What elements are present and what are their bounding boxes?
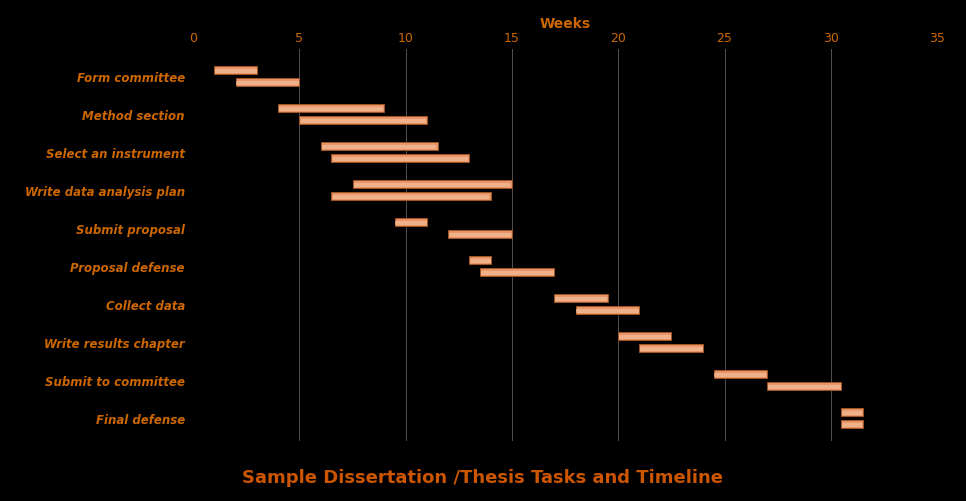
- Bar: [214, 67, 257, 75]
- Bar: [619, 335, 670, 340]
- Text: Sample Dissertation /Thesis Tasks and Timeline: Sample Dissertation /Thesis Tasks and Ti…: [242, 468, 724, 486]
- Bar: [841, 411, 863, 415]
- Bar: [355, 183, 510, 188]
- Bar: [331, 192, 491, 201]
- X-axis label: Weeks: Weeks: [540, 17, 590, 31]
- Bar: [554, 294, 608, 303]
- Bar: [768, 385, 840, 390]
- Bar: [480, 268, 554, 277]
- Bar: [237, 82, 298, 86]
- Bar: [469, 260, 491, 264]
- Bar: [481, 272, 554, 276]
- Bar: [278, 104, 384, 113]
- Bar: [448, 230, 512, 238]
- Bar: [395, 218, 427, 226]
- Bar: [299, 117, 427, 125]
- Bar: [469, 256, 491, 265]
- Bar: [714, 370, 767, 378]
- Bar: [333, 196, 489, 200]
- Bar: [841, 408, 863, 416]
- Bar: [321, 142, 438, 151]
- Bar: [640, 348, 702, 352]
- Bar: [841, 423, 863, 427]
- Bar: [331, 154, 469, 163]
- Bar: [214, 70, 257, 74]
- Bar: [300, 120, 426, 124]
- Bar: [841, 420, 863, 428]
- Bar: [767, 382, 841, 390]
- Bar: [449, 233, 511, 238]
- Bar: [555, 298, 607, 302]
- Bar: [322, 146, 437, 150]
- Bar: [577, 310, 639, 314]
- Bar: [279, 108, 384, 112]
- Bar: [715, 373, 766, 377]
- Bar: [395, 221, 427, 225]
- Bar: [639, 344, 703, 353]
- Bar: [332, 158, 469, 162]
- Bar: [236, 79, 299, 87]
- Bar: [353, 180, 512, 188]
- Bar: [618, 332, 671, 340]
- Bar: [576, 306, 639, 315]
